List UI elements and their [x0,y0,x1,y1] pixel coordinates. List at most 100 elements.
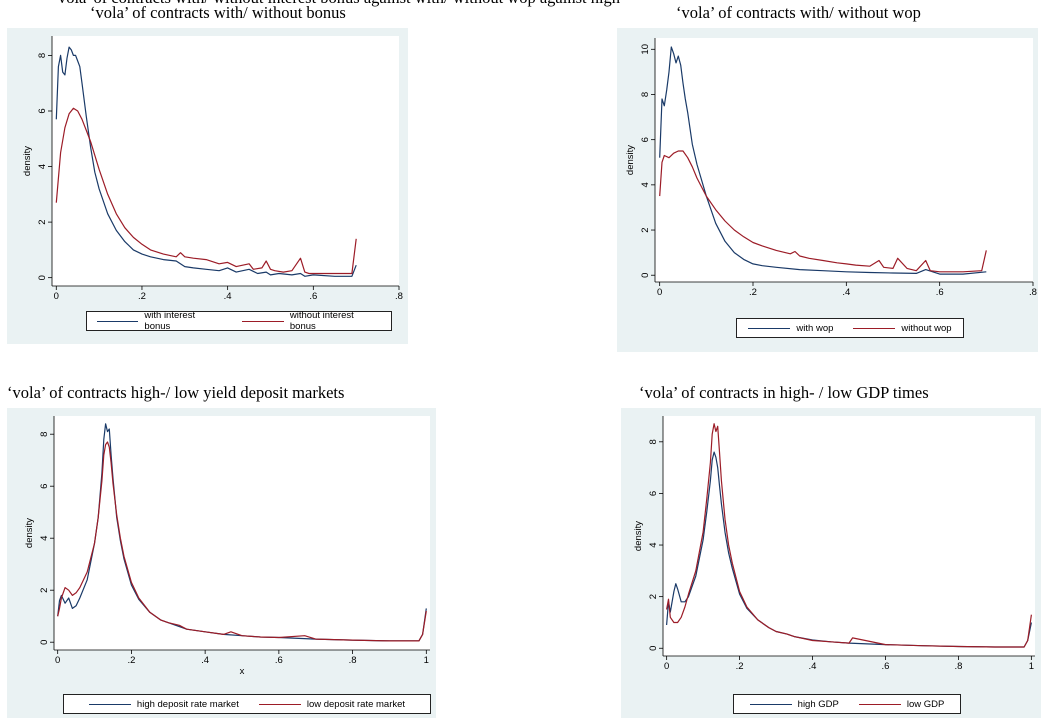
legend-label: with interest bonus [144,310,196,332]
y-tick-label: 2 [37,219,48,224]
series-line-a [55,46,357,277]
series-line-b [55,107,357,275]
legend-item-high-gdp: high GDP [749,698,839,710]
x-tick-label: 0 [55,655,60,666]
legend-item-low-gdp: low GDP [858,698,945,710]
cut-header-text: 'vola' of contracts with/ without intere… [55,0,620,8]
chart-title-deposit: ‘vola’ of contracts high-/ low yield dep… [7,383,345,402]
x-tick-label: .2 [736,661,744,672]
y-tick-label: 8 [37,53,48,58]
legend-label: high deposit rate market [136,698,239,710]
series-line-b [659,150,987,273]
chart-title-wop: ‘vola’ of contracts with/ without wop [676,3,921,22]
plot-area [54,416,430,650]
x-tick-label: 0 [664,661,669,672]
series-line-a [659,46,987,275]
series-line-a [666,451,1032,648]
x-tick-label: 1 [424,655,429,666]
x-tick-label: .2 [127,655,135,666]
legend-label: without wop [901,322,952,334]
legend-item-low-deposit: low deposit rate market [258,698,406,710]
legend-label: low deposit rate market [306,698,406,710]
plot-area [663,416,1035,656]
chart-panel-wop: 0 .2 .4 .6 .8 0 2 4 6 8 10 density with wop without… [617,28,1038,352]
y-axis-label: density [625,145,636,175]
legend-deposit: high deposit rate market low deposit rat… [63,694,431,714]
legend-wop: with wop without wop [736,318,964,338]
legend-item-with-interest-bonus: with interest bonus [97,310,222,332]
x-tick-label: 0 [657,287,662,298]
y-tick-label: 4 [648,542,659,547]
legend-item-without-interest-bonus: without interest bonus [242,310,381,332]
y-tick-label: 0 [37,275,48,280]
x-tick-label: .6 [936,287,944,298]
legend-swatch-icon [88,703,131,705]
series-line-b [666,423,1032,648]
chart-svg-gdp: 0 .2 .4 .6 .8 1 0 2 4 6 8 density [633,416,1035,672]
y-tick-label: 0 [39,640,50,645]
legend-label: without interest bonus [289,310,354,332]
plot-area [655,38,1033,282]
y-tick-label: 10 [640,44,651,55]
legend-swatch-icon [748,327,791,329]
x-tick-label: .2 [138,291,146,302]
x-tick-label: .8 [1029,287,1037,298]
x-tick-label: .4 [809,661,817,672]
x-tick-label: .4 [842,287,850,298]
legend-bonus: with interest bonus without interest bon… [86,310,392,332]
legend-swatch-icon [258,703,301,705]
y-tick-label: 4 [640,182,651,187]
chart-title-gdp: ‘vola’ of contracts in high- / low GDP t… [639,383,929,402]
plot-area [52,36,399,286]
x-tick-label: 0 [54,291,59,302]
legend-label: high GDP [797,698,839,710]
y-tick-label: 2 [39,588,50,593]
legend-item-high-deposit: high deposit rate market [88,698,239,710]
y-tick-label: 0 [640,273,651,278]
y-tick-label: 8 [39,432,50,437]
y-tick-label: 6 [640,137,651,142]
x-tick-label: .8 [395,291,403,302]
y-tick-label: 2 [648,594,659,599]
x-tick-label: .8 [349,655,357,666]
legend-swatch-icon [858,703,901,705]
y-tick-label: 0 [648,646,659,651]
chart-title-bonus: ‘vola’ of contracts with/ without bonus [90,3,346,22]
chart-svg-wop: 0 .2 .4 .6 .8 0 2 4 6 8 10 density [625,38,1037,298]
chart-panel-deposit: 0 .2 .4 .6 .8 1 0 2 4 6 8 density x high deposit rat… [7,408,436,718]
y-tick-label: 2 [640,227,651,232]
legend-swatch-icon [242,320,284,322]
chart-panel-bonus: 0 .2 .4 .6 .8 0 2 4 6 8 density with interest bonu… [7,28,408,344]
y-tick-label: 8 [640,92,651,97]
y-tick-label: 8 [648,439,659,444]
y-tick-label: 4 [39,536,50,541]
chart-svg-bonus: 0 .2 .4 .6 .8 0 2 4 6 8 density [22,36,403,302]
x-tick-label: .2 [749,287,757,298]
legend-item-without-wop: without wop [853,322,952,334]
x-tick-label: 1 [1029,661,1034,672]
x-tick-label: .4 [224,291,232,302]
x-tick-label: .8 [954,661,962,672]
y-tick-label: 6 [648,491,659,496]
chart-svg-deposit: 0 .2 .4 .6 .8 1 0 2 4 6 8 density x [24,416,430,677]
legend-item-with-wop: with wop [748,323,833,334]
y-tick-label: 6 [37,108,48,113]
chart-panel-gdp: 0 .2 .4 .6 .8 1 0 2 4 6 8 density high GDP low GDP [621,408,1041,718]
x-tick-label: .4 [201,655,209,666]
y-tick-label: 4 [37,164,48,169]
x-axis-label: x [240,666,245,677]
x-tick-label: .6 [275,655,283,666]
y-axis-label: density [633,521,644,551]
y-axis-label: density [22,146,33,176]
legend-label: low GDP [906,698,945,710]
series-line-b [57,441,427,642]
legend-swatch-icon [853,327,896,329]
legend-label: with wop [796,322,834,334]
y-tick-label: 6 [39,484,50,489]
y-axis-label: density [24,518,35,548]
legend-swatch-icon [97,320,139,322]
x-tick-label: .6 [309,291,317,302]
x-tick-label: .6 [882,661,890,672]
legend-swatch-icon [749,703,792,705]
legend-gdp: high GDP low GDP [733,694,961,714]
